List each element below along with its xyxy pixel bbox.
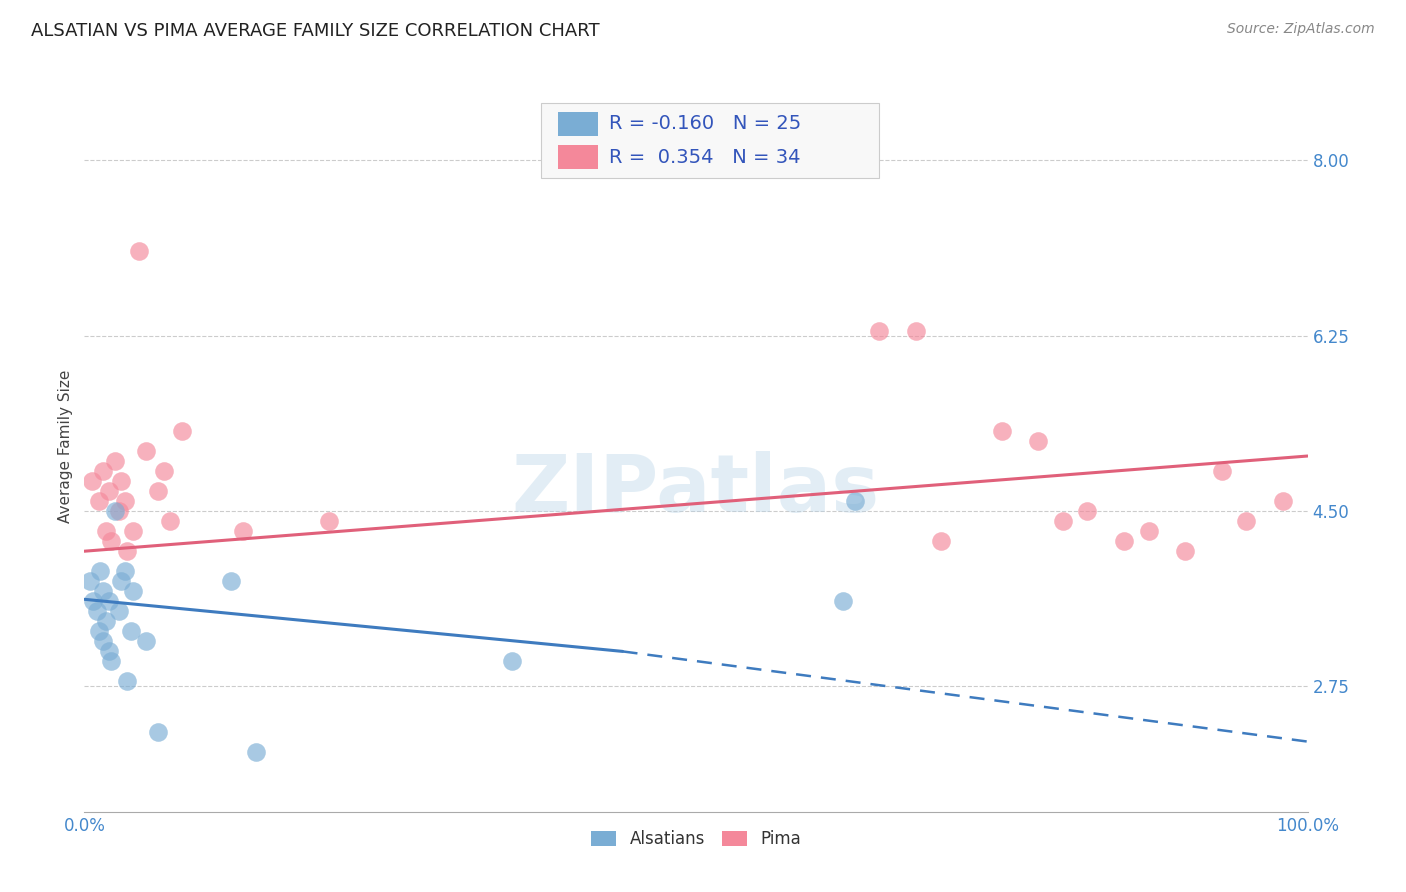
Point [97, 484, 120, 499]
Point [110, 574, 132, 589]
Point [1272, 494, 1295, 508]
Point [869, 324, 891, 338]
Text: ALSATIAN VS PIMA AVERAGE FAMILY SIZE CORRELATION CHART: ALSATIAN VS PIMA AVERAGE FAMILY SIZE COR… [31, 22, 599, 40]
Point [146, 484, 169, 499]
Point [86, 604, 108, 618]
Point [100, 534, 122, 549]
Point [107, 504, 129, 518]
Point [91, 464, 114, 478]
Point [172, 424, 194, 438]
Text: ZIPatlas: ZIPatlas [512, 450, 880, 529]
Point [318, 514, 340, 528]
Point [91, 634, 114, 648]
Point [929, 534, 952, 549]
Point [82, 594, 104, 608]
Point [232, 524, 254, 538]
Point [115, 544, 138, 558]
Point [1174, 544, 1197, 558]
Point [991, 424, 1014, 438]
Point [1236, 514, 1258, 528]
Point [104, 504, 127, 518]
Point [135, 444, 157, 458]
Point [1052, 514, 1074, 528]
Point [115, 674, 138, 689]
Point [1076, 504, 1098, 518]
Point [87, 624, 110, 639]
Point [135, 634, 157, 648]
Point [120, 624, 142, 639]
Y-axis label: Average Family Size: Average Family Size [58, 369, 73, 523]
Legend: Alsatians, Pima: Alsatians, Pima [585, 823, 807, 855]
Point [110, 474, 132, 488]
Point [80, 474, 103, 488]
Point [79, 574, 101, 589]
Point [87, 494, 110, 508]
Text: Source: ZipAtlas.com: Source: ZipAtlas.com [1227, 22, 1375, 37]
Point [831, 594, 853, 608]
Point [122, 584, 145, 599]
Point [905, 324, 928, 338]
Text: R =  0.354   N = 34: R = 0.354 N = 34 [609, 148, 800, 167]
Point [1211, 464, 1233, 478]
Point [1137, 524, 1160, 538]
Point [104, 454, 127, 468]
Point [159, 514, 181, 528]
Point [153, 464, 176, 478]
Point [89, 564, 111, 578]
Point [97, 644, 120, 658]
Point [100, 655, 122, 669]
Point [146, 724, 169, 739]
Point [844, 494, 866, 508]
Point [128, 244, 150, 258]
Point [107, 604, 129, 618]
Point [122, 524, 145, 538]
Point [97, 594, 120, 608]
Point [96, 615, 118, 629]
Text: R = -0.160   N = 25: R = -0.160 N = 25 [609, 114, 801, 133]
Point [96, 524, 118, 538]
Point [219, 574, 242, 589]
Point [114, 494, 136, 508]
Point [245, 745, 267, 759]
Point [91, 584, 114, 599]
Point [831, 153, 853, 168]
Point [1028, 434, 1050, 448]
Point [502, 655, 524, 669]
Point [1114, 534, 1136, 549]
Point [114, 564, 136, 578]
